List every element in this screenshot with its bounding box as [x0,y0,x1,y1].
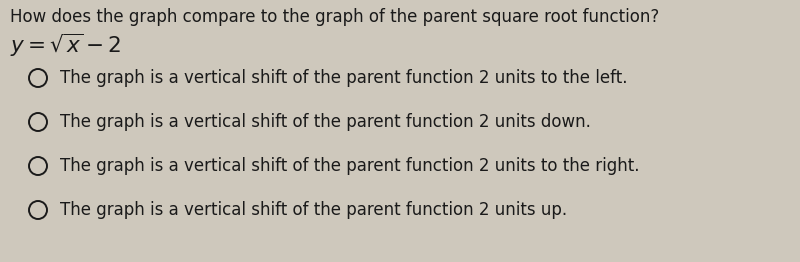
Text: The graph is a vertical shift of the parent function 2 units down.: The graph is a vertical shift of the par… [60,113,591,131]
Text: The graph is a vertical shift of the parent function 2 units up.: The graph is a vertical shift of the par… [60,201,567,219]
Text: The graph is a vertical shift of the parent function 2 units to the right.: The graph is a vertical shift of the par… [60,157,639,175]
Text: How does the graph compare to the graph of the parent square root function?: How does the graph compare to the graph … [10,8,659,26]
Text: The graph is a vertical shift of the parent function 2 units to the left.: The graph is a vertical shift of the par… [60,69,627,87]
Text: $y = \sqrt{x} - 2$: $y = \sqrt{x} - 2$ [10,32,122,59]
